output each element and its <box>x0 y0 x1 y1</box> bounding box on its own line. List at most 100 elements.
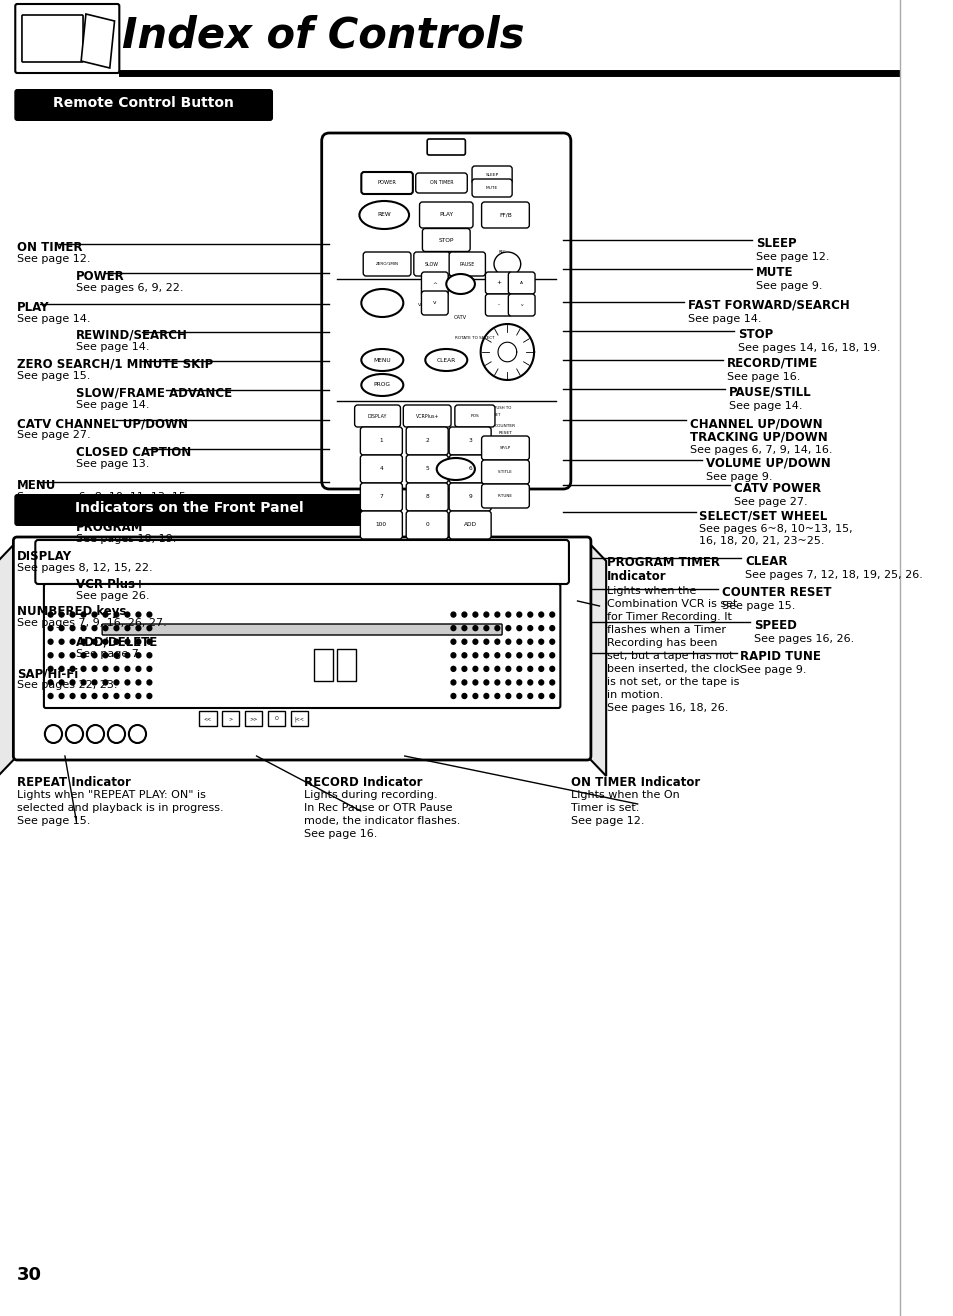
Circle shape <box>461 666 466 671</box>
Circle shape <box>461 694 466 699</box>
Text: Index of Controls: Index of Controls <box>122 14 524 57</box>
Text: See pages 6~8, 10~13, 15,: See pages 6~8, 10~13, 15, <box>699 524 852 534</box>
Circle shape <box>527 694 532 699</box>
FancyBboxPatch shape <box>481 461 529 484</box>
Text: Lights when the: Lights when the <box>606 586 696 596</box>
Circle shape <box>92 640 97 645</box>
FancyBboxPatch shape <box>481 436 529 461</box>
Text: Remote Control Button: Remote Control Button <box>53 96 233 111</box>
Text: ZERO SEARCH/1 MINUTE SKIP: ZERO SEARCH/1 MINUTE SKIP <box>17 358 213 371</box>
Circle shape <box>136 625 141 630</box>
Text: VCRPlus+: VCRPlus+ <box>416 413 438 418</box>
Text: Lights when "REPEAT PLAY: ON" is: Lights when "REPEAT PLAY: ON" is <box>17 790 206 800</box>
Circle shape <box>483 653 488 658</box>
Circle shape <box>538 694 543 699</box>
Text: Lights when the On: Lights when the On <box>570 790 679 800</box>
Circle shape <box>505 653 510 658</box>
FancyBboxPatch shape <box>449 426 491 455</box>
Circle shape <box>92 694 97 699</box>
Circle shape <box>517 625 521 630</box>
Text: DISPLAY: DISPLAY <box>368 413 387 418</box>
Ellipse shape <box>361 374 403 396</box>
Text: CATV POWER: CATV POWER <box>733 482 821 495</box>
Text: >>: >> <box>250 716 257 721</box>
Polygon shape <box>0 541 17 776</box>
Text: REW: REW <box>377 212 391 217</box>
Bar <box>337 649 356 680</box>
FancyBboxPatch shape <box>102 624 501 636</box>
Circle shape <box>495 612 499 617</box>
Circle shape <box>81 640 86 645</box>
Text: SELECT/SET WHEEL: SELECT/SET WHEEL <box>699 509 827 522</box>
Circle shape <box>108 725 125 744</box>
FancyBboxPatch shape <box>508 272 535 293</box>
Text: SLOW/FRAME ADVANCE: SLOW/FRAME ADVANCE <box>76 387 233 400</box>
Text: REPEAT Indicator: REPEAT Indicator <box>17 776 131 790</box>
Circle shape <box>473 612 477 617</box>
Circle shape <box>136 680 141 684</box>
Circle shape <box>495 694 499 699</box>
Text: ZERO/1MIN: ZERO/1MIN <box>375 262 398 266</box>
Circle shape <box>527 666 532 671</box>
Circle shape <box>103 653 108 658</box>
Circle shape <box>495 680 499 684</box>
FancyBboxPatch shape <box>481 484 529 508</box>
Text: 7: 7 <box>379 495 383 500</box>
Text: See page 14.: See page 14. <box>76 400 150 409</box>
FancyBboxPatch shape <box>449 455 491 483</box>
Circle shape <box>451 625 456 630</box>
Text: +: + <box>496 280 500 286</box>
Circle shape <box>59 640 64 645</box>
Text: ^: ^ <box>432 282 436 287</box>
Text: See page 9.: See page 9. <box>740 665 806 675</box>
Text: Lights during recording.: Lights during recording. <box>303 790 436 800</box>
Circle shape <box>114 653 119 658</box>
Text: PROGRAM TIMER: PROGRAM TIMER <box>606 555 720 569</box>
Text: VOLUME UP/DOWN: VOLUME UP/DOWN <box>705 457 830 470</box>
Text: See pages 7, 12, 18, 19, 25, 26.: See pages 7, 12, 18, 19, 25, 26. <box>744 570 922 580</box>
Text: S.TITLE: S.TITLE <box>497 470 513 474</box>
Circle shape <box>136 640 141 645</box>
Text: ROTATE TO SELECT: ROTATE TO SELECT <box>455 336 495 340</box>
Circle shape <box>49 653 53 658</box>
Circle shape <box>495 666 499 671</box>
Text: RECORD Indicator: RECORD Indicator <box>303 776 421 790</box>
Text: See pages 7, 9, 16, 26, 27.: See pages 7, 9, 16, 26, 27. <box>17 619 167 628</box>
FancyBboxPatch shape <box>414 251 450 276</box>
Circle shape <box>505 625 510 630</box>
Text: mode, the indicator flashes.: mode, the indicator flashes. <box>303 816 459 826</box>
Circle shape <box>517 653 521 658</box>
Text: PAUSE: PAUSE <box>459 262 475 267</box>
FancyBboxPatch shape <box>360 483 402 511</box>
Circle shape <box>517 666 521 671</box>
Text: STOP: STOP <box>438 237 454 242</box>
Circle shape <box>87 725 104 744</box>
Text: PLAY: PLAY <box>438 212 453 217</box>
Text: SPEED: SPEED <box>753 619 796 632</box>
Text: ON TIMER Indicator: ON TIMER Indicator <box>570 776 700 790</box>
Text: ADD: ADD <box>463 522 476 528</box>
Text: 16, 18, 20, 21, 23~25.: 16, 18, 20, 21, 23~25. <box>699 537 824 546</box>
Text: SLEEP: SLEEP <box>485 172 498 176</box>
Bar <box>222 711 239 726</box>
Circle shape <box>125 653 130 658</box>
Text: See pages 6, 7, 9, 14, 16.: See pages 6, 7, 9, 14, 16. <box>690 445 832 455</box>
FancyBboxPatch shape <box>44 584 559 708</box>
Circle shape <box>505 640 510 645</box>
Text: DISPLAY: DISPLAY <box>17 550 72 563</box>
Circle shape <box>147 694 152 699</box>
Circle shape <box>473 694 477 699</box>
Text: 30: 30 <box>17 1266 42 1284</box>
Text: See page 26.: See page 26. <box>76 591 150 600</box>
Text: See pages 8, 12, 15, 22.: See pages 8, 12, 15, 22. <box>17 563 152 572</box>
Circle shape <box>136 666 141 671</box>
Text: MUTE: MUTE <box>755 266 793 279</box>
Text: REWIND/SEARCH: REWIND/SEARCH <box>76 329 188 342</box>
FancyBboxPatch shape <box>321 133 570 490</box>
Circle shape <box>147 625 152 630</box>
Circle shape <box>81 680 86 684</box>
FancyBboxPatch shape <box>13 537 590 761</box>
Ellipse shape <box>436 458 475 480</box>
Circle shape <box>549 640 554 645</box>
Text: COUNTER RESET: COUNTER RESET <box>721 586 831 599</box>
